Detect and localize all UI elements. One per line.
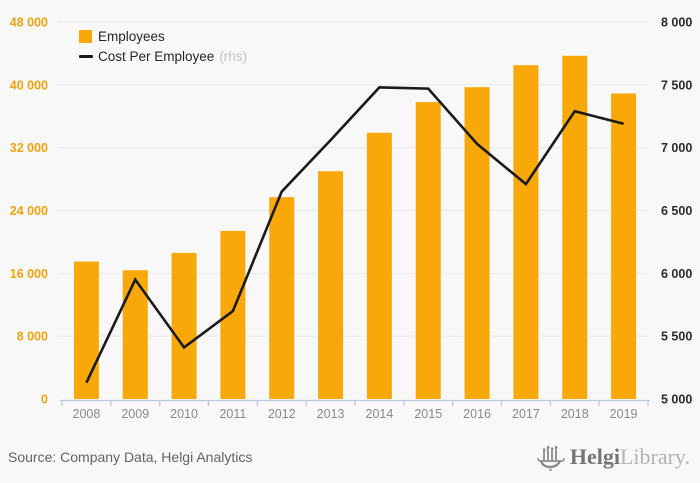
x-axis-year-label: 2015	[414, 407, 442, 421]
right-axis-tick-label: 6 500	[661, 204, 692, 218]
bar-2009	[122, 270, 148, 399]
left-axis-tick-label: 32 000	[10, 141, 48, 155]
bar-2008	[73, 261, 99, 399]
right-axis-tick-label: 5 000	[661, 393, 692, 407]
x-axis-year-label: 2011	[219, 407, 246, 421]
bar-2018	[562, 55, 588, 399]
employees-swatch-icon	[79, 29, 92, 43]
source-text: Source: Company Data, Helgi Analytics	[8, 448, 253, 465]
bar-2010	[171, 252, 197, 399]
logo-text-library: Library.	[619, 443, 690, 469]
legend-item-cost-per-employee: Cost Per Employee (rhs)	[79, 46, 247, 66]
left-axis-tick-label: 0	[41, 393, 48, 407]
legend-item-employees: Employees	[79, 26, 247, 46]
x-axis-year-label: 2019	[610, 407, 638, 421]
helgi-library-logo: HelgiLibrary.	[536, 441, 690, 472]
x-axis-year-label: 2009	[121, 407, 149, 421]
helgi-logo-ship-icon	[537, 446, 565, 471]
bar-2019	[611, 93, 637, 400]
x-axis-year-label: 2016	[463, 407, 491, 421]
bar-2017	[513, 65, 539, 400]
bar-2014	[366, 132, 392, 399]
right-axis-tick-label: 8 000	[661, 16, 692, 30]
x-axis-year-label: 2013	[317, 407, 345, 421]
legend-label-employees: Employees	[98, 28, 165, 44]
cost-per-employee-line	[85, 86, 624, 384]
chart-legend: Employees Cost Per Employee (rhs)	[79, 26, 247, 66]
legend-label-cost-per-employee: Cost Per Employee	[98, 48, 215, 64]
line-marker-icon	[79, 54, 93, 58]
bar-2013	[318, 171, 344, 399]
x-axis-year-label: 2018	[561, 407, 589, 421]
bar-2011	[220, 230, 246, 399]
bar-2012	[269, 197, 295, 399]
right-axis-tick-label: 7 500	[661, 78, 692, 92]
x-axis-year-label: 2012	[268, 407, 296, 421]
footer: Source: Company Data, Helgi Analytics	[0, 430, 700, 483]
legend-suffix-rhs: (rhs)	[219, 48, 248, 64]
right-axis-tick-label: 7 000	[661, 141, 692, 155]
right-axis-tick-label: 6 000	[661, 267, 692, 281]
bar-2016	[464, 87, 490, 400]
left-axis-tick-label: 8 000	[17, 330, 48, 344]
x-axis-year-label: 2008	[73, 407, 101, 421]
left-axis-tick-label: 48 000	[10, 16, 48, 30]
left-axis-tick-label: 40 000	[10, 78, 48, 92]
chart-plot: 0 8 000 16 000 24 000 32 000 40 000 48 000 5 00…	[10, 16, 693, 422]
logo-text-helgi: Helgi	[569, 443, 620, 469]
x-axis-year-label: 2017	[512, 407, 540, 421]
left-axis-tick-label: 16 000	[10, 267, 48, 281]
left-axis-tick-label: 24 000	[10, 204, 48, 218]
logo-wordmark: HelgiLibrary.	[569, 443, 690, 469]
bar-2015	[415, 102, 441, 400]
x-axis-year-label: 2014	[366, 407, 394, 421]
right-axis-tick-label: 5 500	[661, 330, 692, 344]
x-axis-year-label: 2010	[170, 407, 198, 421]
